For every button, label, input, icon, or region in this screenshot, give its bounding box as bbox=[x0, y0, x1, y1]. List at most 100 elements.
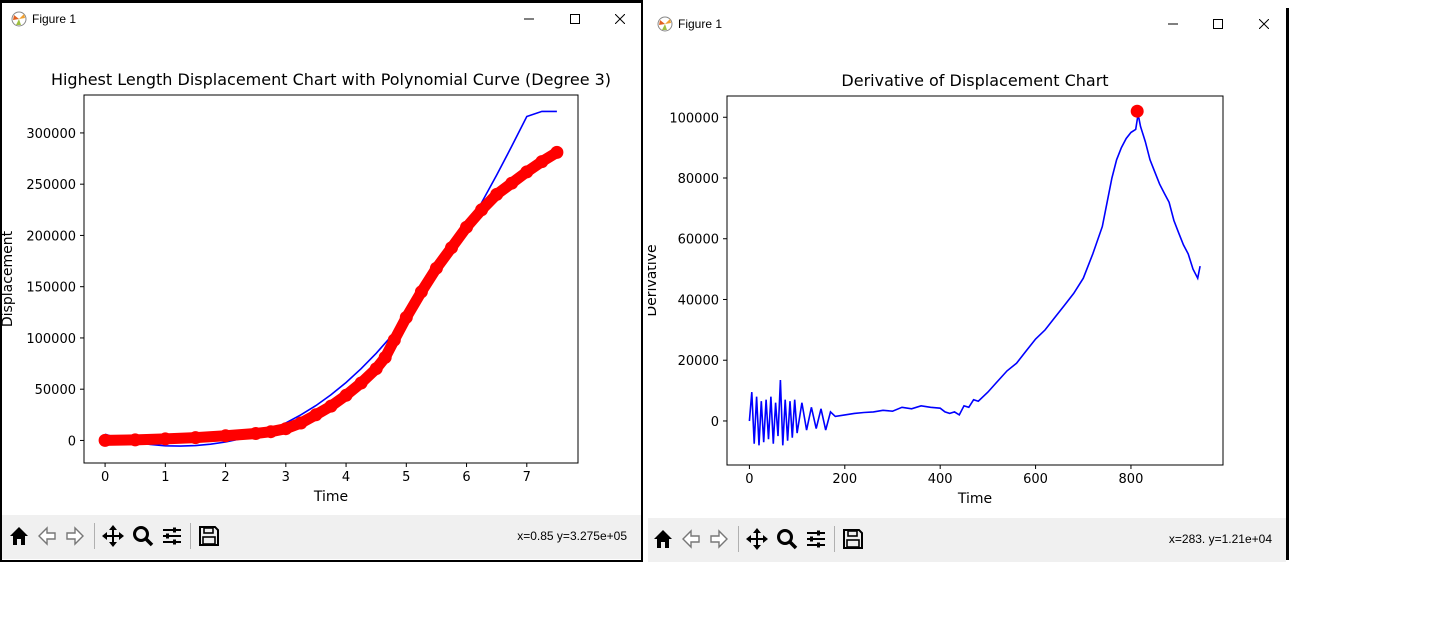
plot-area bbox=[726, 95, 1224, 466]
zoom-button[interactable] bbox=[773, 525, 801, 553]
configure-button[interactable] bbox=[802, 525, 830, 553]
data-point bbox=[324, 399, 338, 413]
configure-button[interactable] bbox=[158, 522, 186, 550]
forward-icon bbox=[66, 526, 84, 546]
data-point bbox=[294, 416, 308, 430]
data-point bbox=[460, 220, 473, 234]
back-button[interactable] bbox=[33, 522, 61, 550]
data-point bbox=[387, 333, 401, 347]
forward-button[interactable] bbox=[61, 522, 89, 550]
chart-canvas[interactable]: Highest Length Displacement Chart with P… bbox=[2, 35, 641, 515]
x-tick-label: 0 bbox=[745, 472, 753, 487]
save-icon bbox=[843, 529, 863, 549]
data-point bbox=[490, 187, 504, 201]
data-point bbox=[535, 155, 549, 169]
y-tick-label: 0 bbox=[711, 415, 719, 430]
pan-button[interactable] bbox=[743, 525, 771, 553]
y-tick-label: 200000 bbox=[26, 229, 76, 244]
data-point bbox=[475, 203, 489, 217]
save-icon bbox=[199, 526, 219, 546]
maximize-button[interactable] bbox=[1195, 8, 1241, 40]
y-tick-label: 80000 bbox=[678, 172, 719, 187]
data-point bbox=[414, 285, 428, 299]
zoom-icon bbox=[777, 529, 798, 550]
data-point bbox=[128, 433, 142, 447]
back-icon bbox=[682, 529, 700, 549]
configure-icon bbox=[163, 527, 181, 545]
zoom-icon bbox=[133, 526, 154, 547]
window-title: Figure 1 bbox=[32, 12, 77, 26]
x-tick-label: 400 bbox=[928, 472, 953, 487]
y-tick-label: 60000 bbox=[678, 233, 719, 248]
data-point bbox=[520, 165, 534, 179]
forward-icon bbox=[710, 529, 728, 549]
data-point bbox=[354, 376, 368, 390]
x-axis-label: Time bbox=[957, 491, 992, 507]
data-point bbox=[399, 310, 413, 324]
data-point bbox=[264, 425, 278, 439]
x-tick-label: 3 bbox=[282, 470, 290, 485]
y-tick-label: 250000 bbox=[26, 178, 76, 193]
x-tick-label: 7 bbox=[523, 470, 531, 485]
y-tick-label: 150000 bbox=[26, 281, 76, 296]
x-tick-label: 1 bbox=[161, 470, 169, 485]
data-point bbox=[189, 431, 202, 445]
data-point bbox=[249, 427, 263, 440]
x-tick-label: 6 bbox=[462, 470, 470, 485]
matplotlib-app-icon bbox=[11, 11, 27, 27]
close-icon bbox=[1259, 19, 1269, 29]
close-icon bbox=[615, 14, 625, 24]
matplotlib-app-icon bbox=[657, 16, 673, 32]
y-tick-label: 20000 bbox=[678, 354, 719, 369]
x-tick-label: 800 bbox=[1119, 472, 1144, 487]
back-icon bbox=[38, 526, 56, 546]
x-tick-label: 0 bbox=[101, 470, 109, 485]
title-bar: Figure 1 bbox=[2, 3, 641, 35]
close-button[interactable] bbox=[597, 3, 643, 35]
home-button[interactable] bbox=[649, 525, 677, 553]
y-axis-label: Displacement bbox=[2, 230, 16, 327]
desktop-top-edge bbox=[0, 0, 643, 3]
close-button[interactable] bbox=[1241, 8, 1287, 40]
toolbar-separator bbox=[834, 526, 835, 552]
maximize-icon bbox=[570, 14, 580, 24]
data-point bbox=[378, 350, 392, 364]
save-button[interactable] bbox=[839, 525, 867, 553]
minimize-button[interactable] bbox=[1150, 8, 1196, 40]
forward-button[interactable] bbox=[705, 525, 733, 553]
toolbar-separator bbox=[738, 526, 739, 552]
window-title: Figure 1 bbox=[678, 17, 723, 31]
maximize-button[interactable] bbox=[552, 3, 598, 35]
y-tick-label: 40000 bbox=[678, 293, 719, 308]
minimize-button[interactable] bbox=[506, 3, 552, 35]
y-tick-label: 300000 bbox=[26, 127, 76, 142]
zoom-button[interactable] bbox=[129, 522, 157, 550]
x-axis-label: Time bbox=[313, 489, 348, 505]
data-point bbox=[219, 429, 233, 443]
x-tick-label: 4 bbox=[342, 470, 350, 485]
cursor-coordinates: x=283. y=1.21e+04 bbox=[1168, 532, 1272, 546]
minimize-icon bbox=[1168, 23, 1178, 25]
y-tick-label: 0 bbox=[68, 434, 76, 449]
y-tick-label: 50000 bbox=[35, 383, 76, 398]
data-point bbox=[339, 388, 353, 402]
data-point bbox=[505, 176, 519, 190]
minimize-icon bbox=[524, 18, 534, 20]
home-button[interactable] bbox=[5, 522, 33, 550]
data-point bbox=[445, 241, 458, 255]
x-tick-label: 2 bbox=[221, 470, 229, 485]
y-axis-label: Derivative bbox=[648, 244, 660, 316]
back-button[interactable] bbox=[677, 525, 705, 553]
data-point bbox=[98, 433, 112, 447]
pan-button[interactable] bbox=[99, 522, 127, 550]
x-tick-label: 200 bbox=[832, 472, 857, 487]
data-point bbox=[1130, 104, 1144, 118]
x-tick-label: 5 bbox=[402, 470, 410, 485]
pan-icon bbox=[746, 528, 768, 550]
chart-title: Highest Length Displacement Chart with P… bbox=[51, 70, 611, 89]
home-icon bbox=[654, 530, 672, 548]
save-button[interactable] bbox=[195, 522, 223, 550]
toolbar-separator bbox=[190, 523, 191, 549]
x-tick-label: 600 bbox=[1023, 472, 1048, 487]
chart-canvas[interactable]: Derivative of Displacement Chart 0 200 400 6… bbox=[648, 40, 1286, 518]
